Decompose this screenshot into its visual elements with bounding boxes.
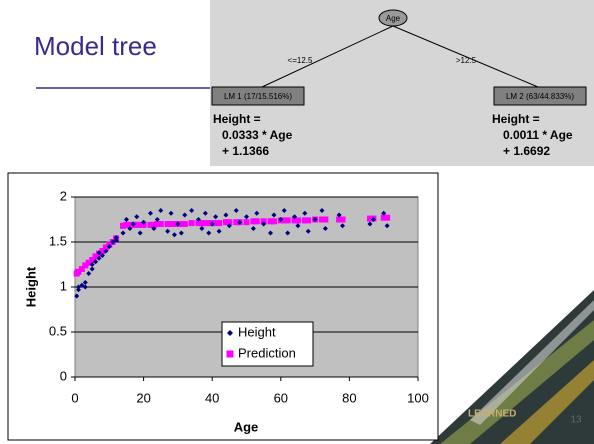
- point: [244, 219, 250, 225]
- y-axis-title: Height: [23, 266, 38, 307]
- tree-edge-label: <=12.5: [288, 56, 313, 65]
- point: [271, 218, 277, 224]
- legend-label: Prediction: [238, 345, 296, 360]
- x-axis-title: Age: [234, 419, 259, 434]
- tree-edge-label: >12.5: [456, 56, 477, 65]
- y-tick-label: 1.5: [49, 233, 67, 248]
- formula-line: Height =: [213, 112, 261, 126]
- point: [158, 221, 164, 227]
- decor-text: LEARNED: [468, 409, 516, 420]
- point: [340, 217, 346, 223]
- point: [322, 217, 328, 223]
- formula-line: 0.0333 * Age: [222, 128, 293, 142]
- x-tick-label: 80: [342, 390, 356, 405]
- point: [384, 215, 390, 221]
- y-tick-label: 0: [60, 368, 67, 383]
- tree-root-label: Age: [386, 14, 401, 23]
- x-tick-label: 0: [71, 390, 78, 405]
- decor: [430, 290, 594, 444]
- formula-line: 0.0011 * Age: [503, 128, 573, 142]
- legend-label: Height: [238, 324, 276, 339]
- formula-line: + 1.1366: [222, 144, 269, 158]
- slide: LEARNED 13 Model tree Age <=12.5 >12.5 L…: [0, 0, 594, 444]
- point: [254, 218, 260, 224]
- slide-title: Model tree: [34, 31, 157, 61]
- x-tick-label: 20: [136, 390, 150, 405]
- formula-line: + 1.6692: [503, 144, 550, 158]
- point: [285, 217, 291, 223]
- point: [305, 217, 311, 223]
- x-tick-label: 40: [205, 390, 219, 405]
- tree-leaf-label: LM 2 (63/44.833%): [506, 92, 574, 101]
- tree-leaf-label: LM 1 (17/15.516%): [224, 92, 292, 101]
- y-tick-label: 1: [60, 278, 67, 293]
- point: [182, 221, 188, 227]
- y-tick-label: 0.5: [49, 323, 67, 338]
- slide-canvas: LEARNED 13 Model tree Age <=12.5 >12.5 L…: [0, 0, 594, 444]
- x-tick-label: 60: [274, 390, 288, 405]
- legend-marker: [227, 351, 234, 358]
- slide-number: 13: [570, 415, 582, 426]
- point: [216, 220, 222, 226]
- x-tick-label: 100: [407, 390, 429, 405]
- point: [295, 217, 301, 223]
- formula-line: Height =: [492, 112, 540, 126]
- point: [189, 220, 195, 226]
- y-tick-label: 2: [60, 188, 67, 203]
